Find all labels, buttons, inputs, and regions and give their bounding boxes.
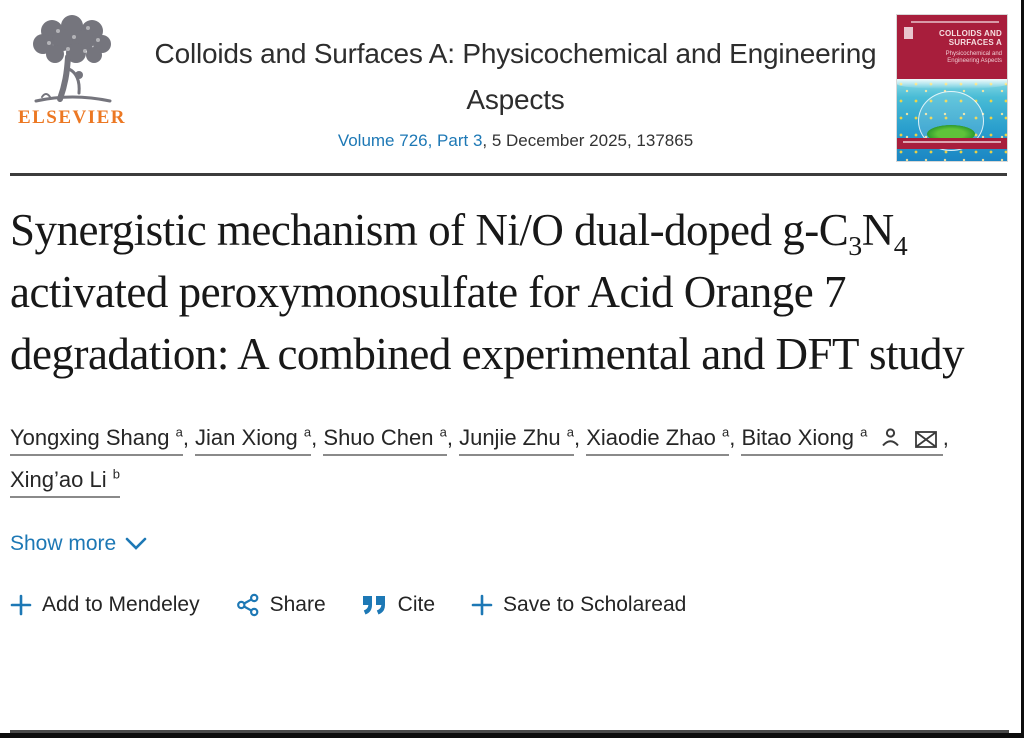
share-button[interactable]: Share [236, 593, 326, 617]
journal-title-link[interactable]: Colloids and Surfaces A: Physicochemical… [154, 38, 877, 115]
author-name: Junjie Zhu [459, 425, 561, 450]
affiliation-superscript: a [721, 424, 730, 440]
author-underline: Xing’ao Li b [10, 467, 120, 498]
save-to-scholaread-label: Save to Scholaread [503, 593, 687, 616]
affiliation-superscript: a [439, 424, 447, 440]
cite-label: Cite [397, 593, 436, 616]
author-link[interactable]: Junjie Zhu a [459, 425, 574, 456]
add-to-mendeley-button[interactable]: Add to Mendeley [10, 593, 200, 617]
show-more-label: Show more [10, 532, 117, 555]
save-to-scholaread-button[interactable]: Save to Scholaread [471, 593, 686, 617]
cover-issue-line [911, 21, 999, 23]
header-divider [10, 173, 1007, 176]
elsevier-wordmark: ELSEVIER [17, 107, 127, 128]
author-separator: , [311, 425, 324, 450]
title-text: N [861, 205, 895, 255]
plus-icon [10, 594, 32, 616]
cover-subtitle: Physicochemical and Engineering Aspects [945, 51, 1002, 64]
title-text: Synergistic mechanism of Ni/O dual-doped… [10, 205, 849, 255]
cover-title: COLLOIDS AND SURFACES A [939, 29, 1002, 47]
journal-issue-line: Volume 726, Part 3, 5 December 2025, 137… [134, 131, 897, 151]
author-list: Yongxing Shang a, Jian Xiong a, Shuo Che… [10, 417, 990, 501]
volume-link[interactable]: Volume 726, Part 3 [337, 131, 483, 150]
journal-header: ELSEVIER Colloids and Surfaces A: Physic… [10, 0, 1007, 172]
chevron-down-icon [125, 537, 147, 550]
author-link[interactable]: Shuo Chen a [323, 424, 447, 456]
author-name: Bitao Xiong [741, 425, 854, 450]
title-subscript: 3 [848, 231, 862, 262]
author-separator: , [446, 425, 460, 450]
author-separator: , [182, 425, 196, 450]
issue-details: , 5 December 2025, 137865 [482, 131, 694, 150]
title-text: activated peroxymonosulfate for Acid Ora… [10, 267, 964, 379]
add-to-mendeley-label: Add to Mendeley [42, 593, 200, 616]
cover-artwork [897, 79, 1007, 161]
author-underline: Junjie Zhu a [459, 425, 574, 456]
cite-quote-icon [362, 596, 385, 615]
author-name: Shuo Chen [323, 425, 434, 450]
author-underline: Bitao Xiong a [741, 424, 943, 456]
share-icon [236, 593, 259, 617]
author-name: Jian Xiong [195, 425, 298, 450]
author-link[interactable]: Yongxing Shang a [10, 425, 183, 456]
journal-meta: Colloids and Surfaces A: Physicochemical… [134, 13, 897, 151]
envelope-icon [914, 431, 937, 448]
affiliation-superscript: a [175, 424, 183, 440]
author-link[interactable]: Xiaodie Zhao a [586, 424, 730, 456]
author-link[interactable]: Jian Xiong a [195, 424, 312, 456]
author-underline: Yongxing Shang a [10, 425, 183, 456]
action-bar: Add to Mendeley Share Cite [10, 593, 1007, 617]
show-more-button[interactable]: Show more [10, 532, 147, 556]
cover-wave [897, 79, 1007, 89]
affiliation-superscript: b [112, 466, 120, 482]
author-link[interactable]: Xing’ao Li b [10, 467, 120, 498]
cite-button[interactable]: Cite [362, 593, 435, 617]
cover-crest [904, 27, 913, 39]
author-underline: Xiaodie Zhao a [586, 424, 730, 456]
article-main: Synergistic mechanism of Ni/O dual-doped… [10, 199, 1007, 617]
title-subscript: 4 [893, 231, 908, 262]
author-separator: , [942, 425, 949, 450]
bottom-divider [10, 730, 1009, 733]
cover-masthead: COLLOIDS AND SURFACES A Physicochemical … [897, 15, 1007, 79]
elsevier-tree-icon [33, 15, 112, 103]
author-separator: , [729, 425, 742, 450]
plus-icon [471, 594, 493, 616]
affiliation-superscript: a [303, 424, 312, 440]
author-underline: Shuo Chen a [323, 424, 447, 456]
affiliation-superscript: a [566, 424, 574, 440]
author-name: Xing’ao Li [10, 467, 107, 492]
person-icon [882, 428, 900, 447]
author-underline: Jian Xiong a [195, 424, 312, 456]
cover-footer-band [897, 138, 1007, 149]
author-separator: , [573, 425, 587, 450]
author-link[interactable]: Bitao Xiong a [741, 424, 943, 456]
affiliation-superscript: a [860, 424, 868, 440]
article-title: Synergistic mechanism of Ni/O dual-doped… [10, 199, 1007, 385]
author-name: Xiaodie Zhao [586, 425, 716, 450]
share-label: Share [269, 593, 326, 616]
elsevier-logo[interactable]: ELSEVIER [10, 13, 134, 129]
journal-cover-thumbnail[interactable]: COLLOIDS AND SURFACES A Physicochemical … [897, 15, 1007, 161]
author-name: Yongxing Shang [10, 425, 170, 450]
